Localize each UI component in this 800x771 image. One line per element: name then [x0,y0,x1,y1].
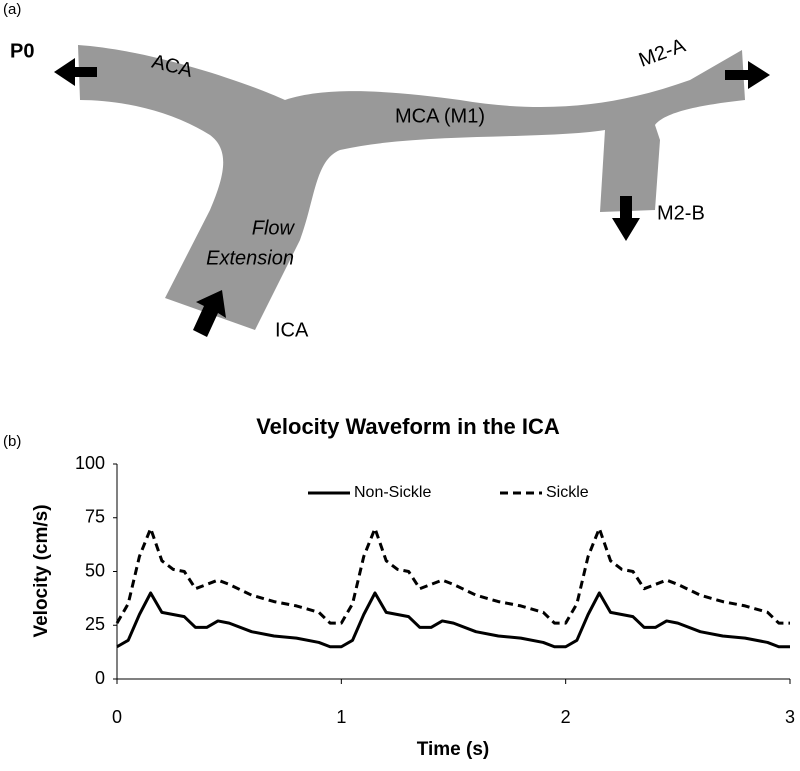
arrow-p0 [54,58,97,86]
x-tick-label: 3 [785,707,795,727]
diagram: (a) P0 ACA M2-A MCA (M1) M2-B Flow Exten… [3,1,770,341]
legend-label: Non-Sickle [354,484,431,501]
y-tick-label: 25 [85,614,105,634]
arrow-m2a [725,61,770,89]
panel-label: (a) [3,1,21,18]
chart: (b) Velocity Waveform in the ICA Time (s… [3,414,795,760]
legend-label: Sickle [546,484,589,501]
data-line [116,591,790,649]
chart-title: Velocity Waveform in the ICA [256,414,560,439]
x-tick-label: 1 [336,707,346,727]
arrow-m2b [612,196,640,241]
label: ICA [275,319,309,341]
x-axis-label: Time (s) [417,739,490,760]
label: Flow [252,217,296,239]
label: M2-A [636,34,689,71]
data-line [115,527,790,625]
label: Extension [206,247,294,269]
arrow-ica [193,290,226,337]
label: P0 [10,40,34,62]
y-axis-label: Velocity (cm/s) [31,504,52,637]
x-tick-label: 2 [561,707,571,727]
y-tick-label: 50 [85,560,105,580]
y-tick-label: 75 [85,507,105,527]
y-tick-label: 100 [75,453,105,473]
label: MCA (M1) [395,105,485,127]
x-tick-label: 0 [112,707,122,727]
panel-label: (b) [3,433,21,450]
vessel [78,45,745,330]
y-tick-label: 0 [95,668,105,688]
label: M2-B [657,202,705,224]
